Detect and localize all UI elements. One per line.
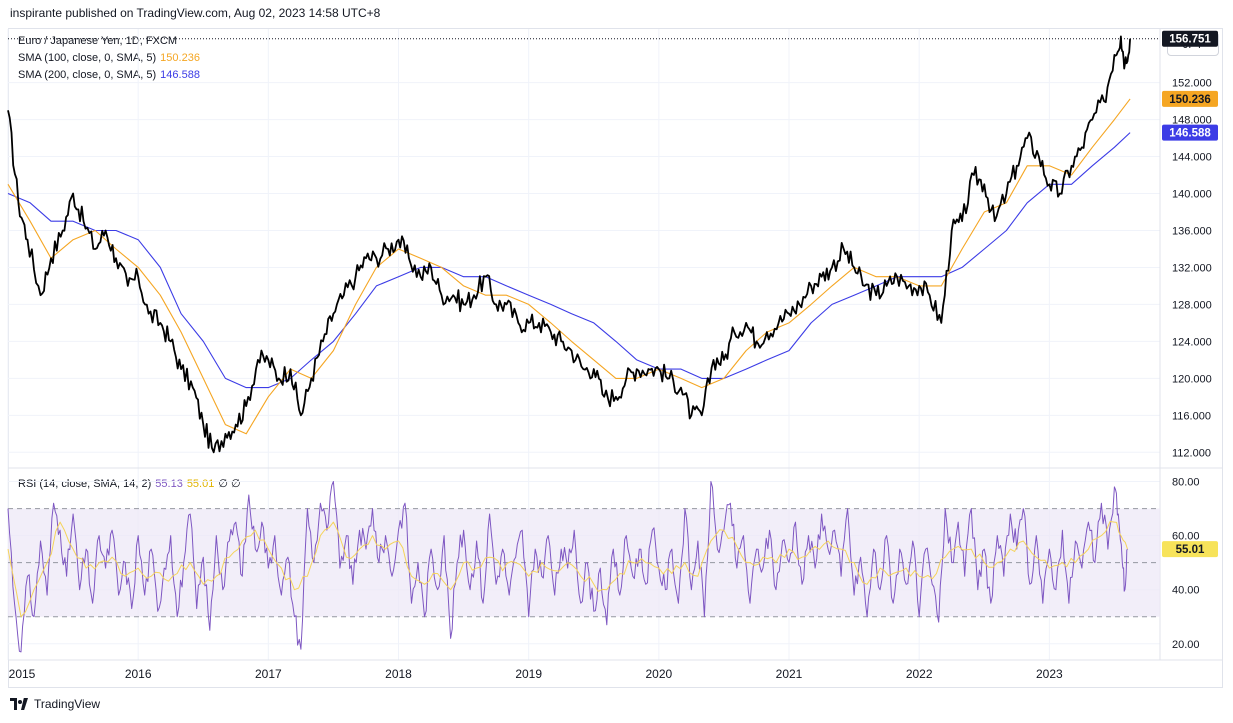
legend-sma100: SMA (100, close, 0, SMA, 5) 150.236	[18, 52, 200, 64]
legend-sma200: SMA (200, close, 0, SMA, 5) 146.588	[18, 69, 200, 81]
rsi-label: RSI (14, close, SMA, 14, 2)	[18, 478, 152, 490]
publish-info: inspirante published on TradingView.com,…	[10, 6, 381, 20]
sma100-label: SMA (100, close, 0, SMA, 5)	[18, 52, 157, 64]
sma200-label: SMA (200, close, 0, SMA, 5)	[18, 69, 157, 81]
sma100-value: 150.236	[160, 52, 200, 64]
rsi-value: 55.13	[155, 478, 183, 490]
currency-button[interactable]: JPY	[1167, 32, 1219, 56]
rsi-ma-value: 55.01	[186, 478, 215, 490]
rsi-extra: ∅ ∅	[218, 478, 241, 490]
legend-rsi: RSI (14, close, SMA, 14, 2) 55.13 55.01 ∅ ∅	[18, 477, 241, 490]
footer-brand: TradingView	[34, 697, 101, 711]
footer: TradingView	[10, 697, 100, 711]
chart-frame	[8, 28, 1223, 688]
tradingview-logo-icon	[10, 698, 28, 710]
sma200-value: 146.588	[160, 69, 200, 81]
legend-symbol: Euro / Japanese Yen, 1D, FXCM	[18, 35, 177, 47]
